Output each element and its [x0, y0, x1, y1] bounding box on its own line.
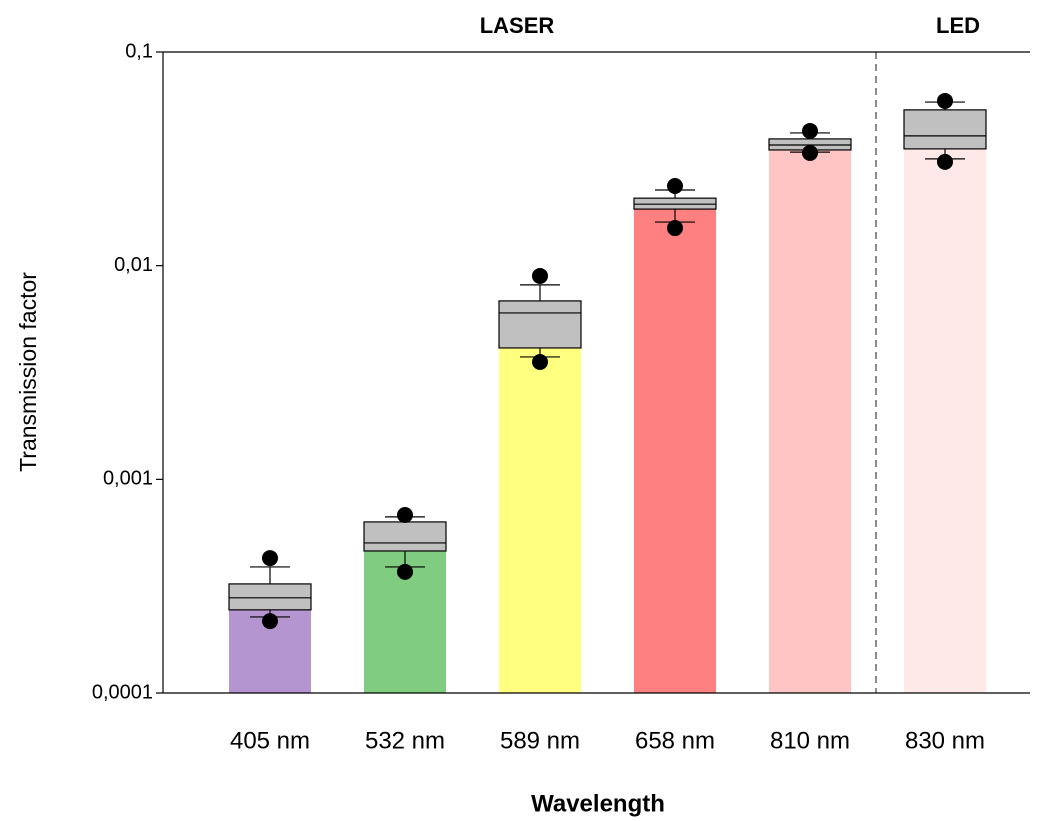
y-tick-label: 0,001 — [103, 468, 153, 490]
box — [228, 583, 312, 611]
x-axis-label: Wavelength — [531, 790, 665, 817]
bar — [904, 148, 986, 693]
y-tick-label: 0,0001 — [92, 681, 153, 703]
outlier — [397, 563, 413, 580]
x-tick-label: 589 nm — [500, 727, 580, 754]
box — [903, 109, 987, 150]
bar — [499, 347, 581, 693]
outlier — [937, 92, 953, 109]
y-axis-label: Transmission factor — [15, 272, 41, 472]
x-tick-label: 810 nm — [770, 727, 850, 754]
outlier — [532, 267, 548, 284]
y-tick-label: 0,01 — [114, 254, 153, 276]
outlier — [262, 613, 278, 630]
x-tick-label: 658 nm — [635, 727, 715, 754]
x-tick-label: 405 nm — [230, 727, 310, 754]
bar — [634, 209, 716, 693]
outlier — [397, 506, 413, 523]
outlier — [667, 220, 683, 237]
outlier — [262, 550, 278, 567]
y-tick-label: 0,1 — [125, 40, 153, 62]
outlier — [802, 144, 818, 161]
box — [498, 300, 582, 349]
outlier — [802, 122, 818, 139]
x-tick-label: 830 nm — [905, 727, 985, 754]
outlier — [667, 177, 683, 194]
box — [363, 521, 447, 552]
bar — [769, 149, 851, 694]
x-tick-label: 532 nm — [365, 727, 445, 754]
group-label: LED — [936, 13, 980, 38]
group-label: LASER — [480, 13, 555, 38]
outlier — [532, 354, 548, 371]
outlier — [937, 153, 953, 170]
